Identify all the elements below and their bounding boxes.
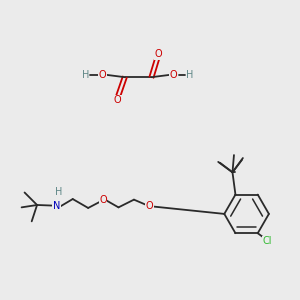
Text: O: O	[154, 49, 162, 59]
Text: H: H	[55, 187, 62, 197]
Text: O: O	[170, 70, 178, 80]
Text: O: O	[113, 95, 121, 105]
Text: H: H	[186, 70, 194, 80]
Text: N: N	[53, 202, 60, 212]
Text: O: O	[146, 202, 153, 212]
Text: Cl: Cl	[263, 236, 272, 246]
Text: O: O	[99, 195, 107, 205]
Text: O: O	[99, 70, 106, 80]
Text: H: H	[82, 70, 89, 80]
